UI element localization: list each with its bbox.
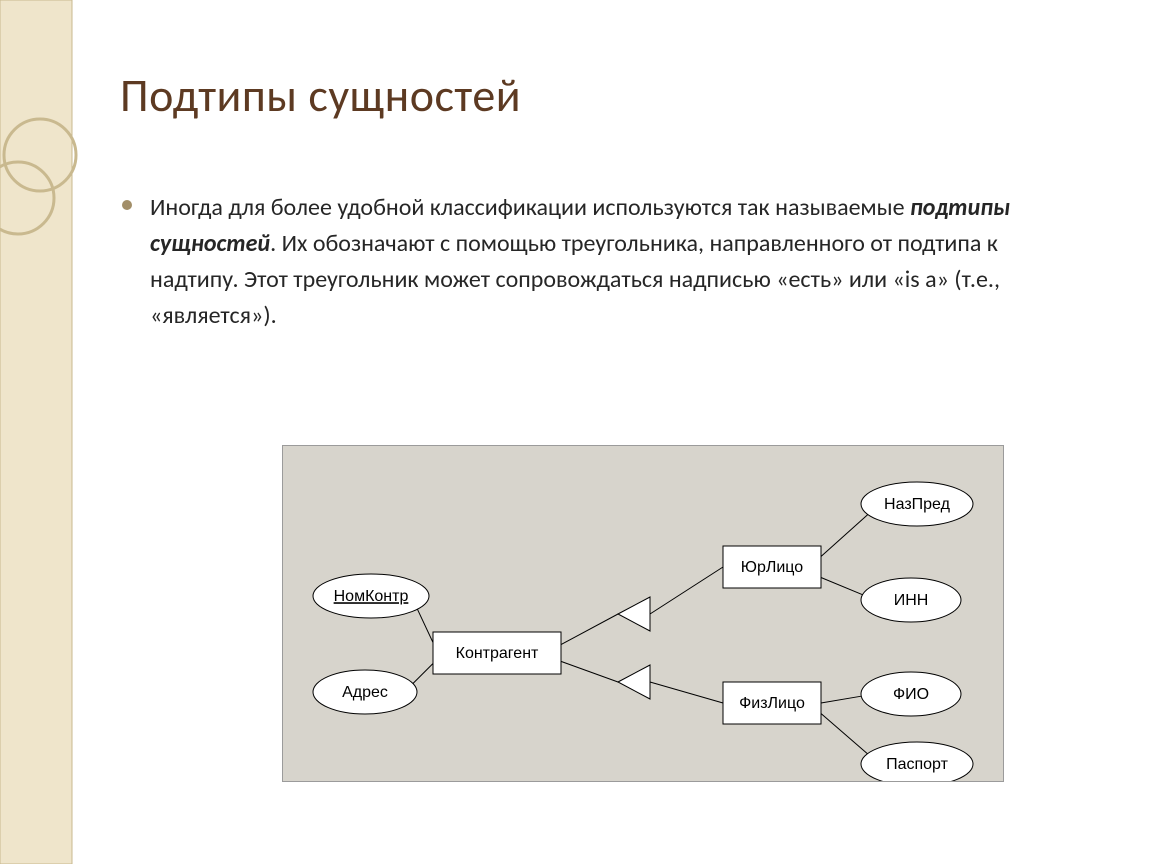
svg-text:ИНН: ИНН	[894, 592, 929, 609]
body-pre: Иногда для более удобной классификации и…	[150, 193, 910, 222]
bullet-icon	[122, 200, 132, 210]
er-diagram: Контрагент ЮрЛицо ФизЛицо НомКонтр Адрес НазП…	[282, 445, 1004, 782]
slide: Подтипы сущностей Иногда для более удобн…	[0, 0, 1150, 864]
svg-text:НомКонтр: НомКонтр	[334, 588, 409, 605]
svg-text:Паспорт: Паспорт	[886, 756, 949, 773]
side-decoration	[0, 0, 90, 864]
svg-text:Адрес: Адрес	[342, 684, 388, 701]
svg-text:Контрагент: Контрагент	[456, 645, 539, 662]
svg-text:ФизЛицо: ФизЛицо	[739, 695, 805, 712]
slide-title: Подтипы сущностей	[120, 68, 521, 124]
body-post: . Их обозначают с помощью треугольника, …	[150, 229, 1000, 330]
svg-text:ФИО: ФИО	[893, 686, 929, 703]
svg-text:ЮрЛицо: ЮрЛицо	[741, 559, 803, 576]
svg-text:НазПред: НазПред	[884, 496, 951, 513]
slide-body: Иногда для более удобной классификации и…	[150, 190, 1070, 334]
